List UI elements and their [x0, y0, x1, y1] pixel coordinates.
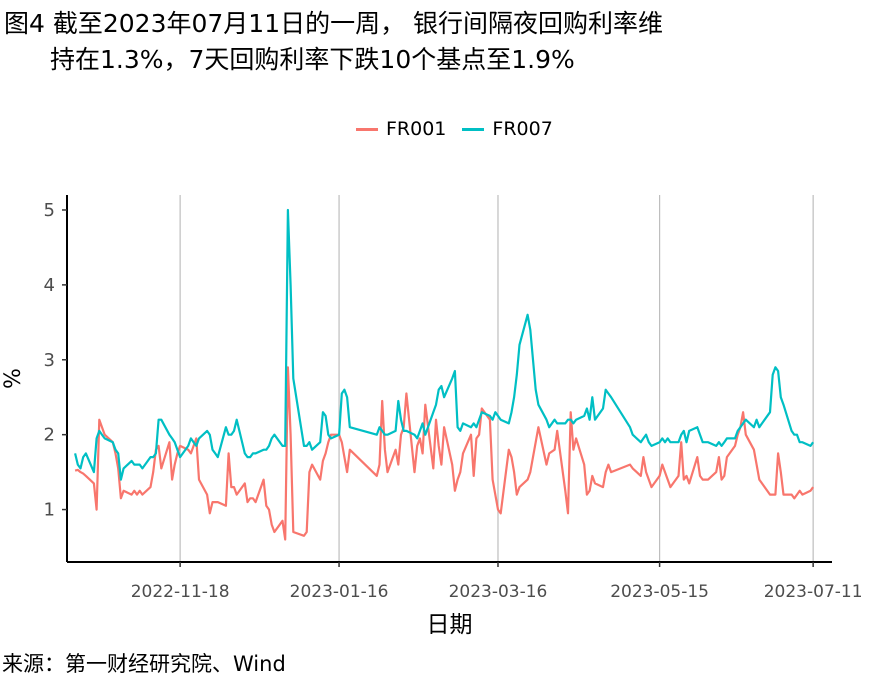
chart-title-line-2: 持在1.3%，7天回购利率下跌10个基点至1.9%: [50, 45, 575, 74]
legend-item-fr007: FR007: [462, 118, 553, 140]
y-tick-label: 3: [44, 350, 55, 371]
legend-item-fr001: FR001: [356, 118, 446, 140]
x-tick-label: 2023-05-15: [610, 582, 709, 602]
legend-swatch-fr007: [462, 127, 485, 131]
y-axis-label: %: [1, 368, 26, 389]
line-chart: 1 2 3 4 5 2022-11-18 2023-01-16 2023-03-16 2023-…: [1, 195, 863, 638]
y-tick-label: 2: [44, 425, 55, 446]
x-axis-label: 日期: [427, 612, 473, 638]
x-tick-label: 2023-01-16: [290, 582, 389, 602]
chart-legend: FR001 FR007: [356, 118, 569, 140]
legend-swatch-fr001: [356, 127, 378, 131]
x-tick-label: 2023-07-11: [764, 582, 863, 602]
series-line-fr001: [74, 366, 815, 541]
y-tick-label: 4: [44, 275, 55, 296]
legend-label-fr001: FR001: [386, 118, 447, 140]
x-tick-label: 2023-03-16: [449, 582, 548, 602]
source-note: 来源：第一财经研究院、Wind: [2, 652, 286, 676]
y-tick-label: 1: [44, 500, 55, 521]
y-tick-label: 5: [44, 200, 55, 221]
series-line-fr007: [74, 208, 815, 481]
x-tick-label: 2022-11-18: [131, 582, 230, 602]
legend-label-fr007: FR007: [492, 118, 553, 140]
chart-title-line-1: 图4 截至2023年07月11日的一周， 银行间隔夜回购利率维: [4, 9, 664, 38]
chart-title: 图4 截至2023年07月11日的一周， 银行间隔夜回购利率维 持在1.3%，7…: [4, 6, 663, 78]
